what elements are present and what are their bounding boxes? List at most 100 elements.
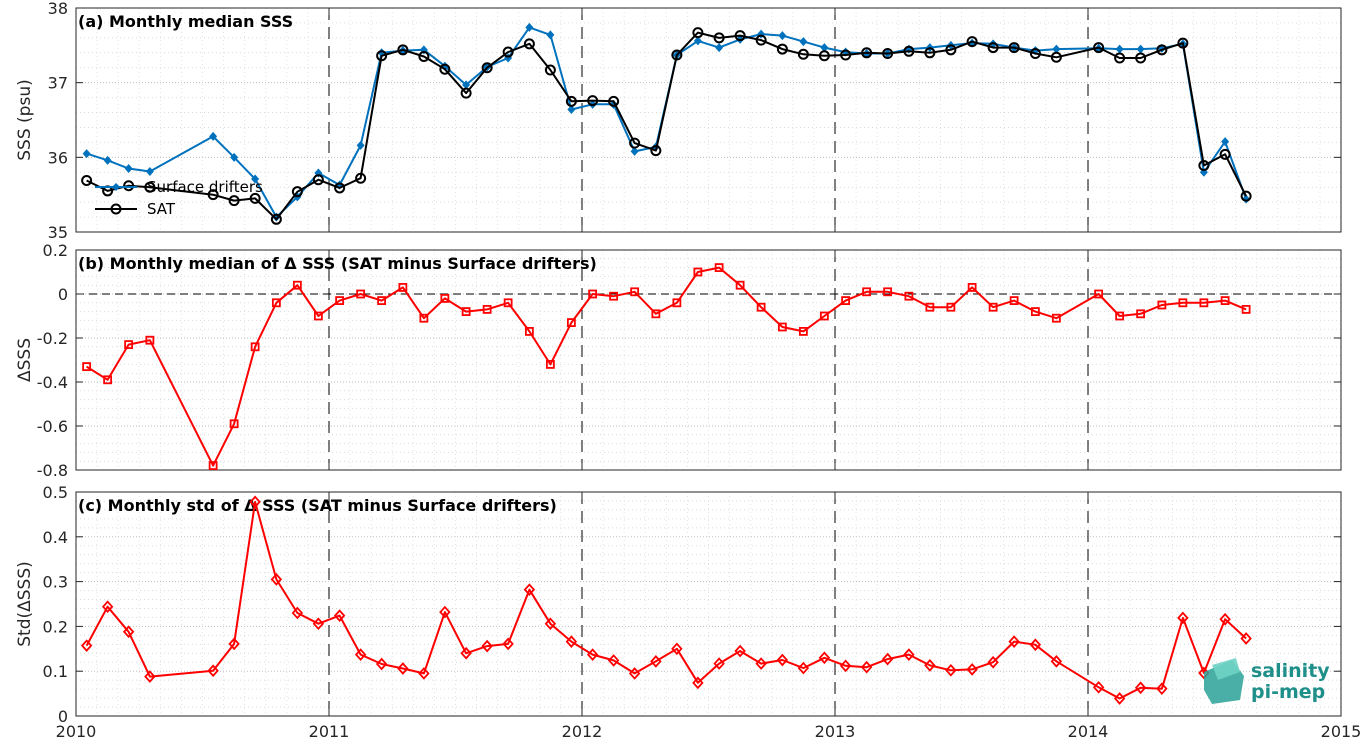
data-point-sat xyxy=(1156,44,1168,56)
data-point-surface-drifters xyxy=(1115,44,1124,54)
data-point-series-0 xyxy=(545,359,555,369)
y-tick-label: 0.5 xyxy=(43,483,68,502)
data-point-series-0 xyxy=(398,282,408,292)
data-point-surface-drifters xyxy=(1052,44,1061,54)
axes-frame xyxy=(75,7,1342,233)
data-point-series-0 xyxy=(356,289,366,299)
data-point-sat xyxy=(882,48,894,60)
y-axis-label: SSS (psu) xyxy=(15,79,35,160)
data-point-series-0 xyxy=(841,296,851,306)
y-tick-label: 0.2 xyxy=(43,241,68,260)
y-axis-label: Std(ΔSSS) xyxy=(15,561,35,647)
data-point-series-0 xyxy=(1156,682,1168,696)
data-point-sat xyxy=(734,30,746,42)
data-point-series-0 xyxy=(714,263,724,273)
data-point-series-0 xyxy=(672,298,682,308)
data-point-series-0 xyxy=(523,583,536,597)
data-point-series-0 xyxy=(439,605,451,619)
data-point-sat xyxy=(249,192,261,204)
y-axis-label: ΔSSS xyxy=(15,338,35,382)
data-point-series-0 xyxy=(418,667,430,680)
data-point-sat xyxy=(755,34,767,46)
data-point-series-0 xyxy=(544,617,557,631)
data-point-series-0 xyxy=(397,662,409,675)
data-point-sat xyxy=(270,213,282,225)
data-point-series-0 xyxy=(1136,309,1146,319)
data-point-surface-drifters xyxy=(1221,137,1230,147)
data-point-surface-drifters xyxy=(82,149,91,159)
data-point-series-0 xyxy=(862,287,872,297)
data-point-sat xyxy=(397,44,409,56)
data-point-series-0 xyxy=(756,302,766,312)
y-tick-label: 0.3 xyxy=(43,573,68,592)
data-point-surface-drifters xyxy=(799,37,808,47)
y-tick-label: 0 xyxy=(58,285,68,304)
data-point-series-0 xyxy=(101,600,114,614)
salinity-pi-mep-logo: salinity pi-mep xyxy=(1204,658,1330,704)
x-tick-label: 2012 xyxy=(562,722,603,741)
data-point-sat xyxy=(903,45,915,57)
data-point-sat xyxy=(1008,42,1020,54)
y-tick-label: 0.1 xyxy=(43,662,68,681)
data-point-series-0 xyxy=(482,304,492,314)
data-point-series-0 xyxy=(945,663,957,677)
y-tick-label: 36 xyxy=(48,148,68,167)
logo-text-salinity: salinity xyxy=(1251,660,1330,682)
data-point-sat xyxy=(81,174,93,186)
y-tick-label: -0.6 xyxy=(37,417,68,436)
data-point-series-0 xyxy=(207,664,219,678)
data-point-series-0 xyxy=(967,282,977,292)
data-point-sat xyxy=(123,180,135,192)
data-point-sat xyxy=(1114,52,1126,64)
y-tick-label: 0 xyxy=(58,707,68,726)
y-tick-label: -0.8 xyxy=(37,461,68,480)
panel-c-std-delta-sss: 0 0.1 0.2 0.3 0.4 0.5 2010 2011 2012 2013 2014 2015… xyxy=(15,483,1361,741)
data-point-series-0 xyxy=(1220,296,1230,306)
data-point-series-0 xyxy=(208,461,218,471)
data-point-surface-drifters xyxy=(230,152,239,162)
data-point-series-0 xyxy=(860,660,873,674)
x-tick-label: 2015 xyxy=(1321,722,1362,741)
data-point-series-0 xyxy=(1008,635,1020,648)
data-point-series-0 xyxy=(565,635,578,648)
data-point-sat xyxy=(966,36,978,48)
data-point-series-0 xyxy=(419,313,429,323)
data-point-sat xyxy=(650,145,662,157)
data-point-series-0 xyxy=(839,659,852,673)
data-point-series-0 xyxy=(881,652,894,666)
data-point-series-0 xyxy=(1240,632,1252,645)
y-tick-label: -0.2 xyxy=(37,329,68,348)
data-point-sat xyxy=(1177,37,1189,49)
data-point-sat xyxy=(840,49,852,61)
data-point-series-0 xyxy=(693,267,703,277)
data-point-series-0 xyxy=(798,326,808,336)
data-point-series-0 xyxy=(566,318,576,328)
data-point-sat xyxy=(481,62,493,74)
data-point-series-0 xyxy=(144,670,156,683)
data-point-surface-drifters xyxy=(778,31,787,41)
data-point-series-0 xyxy=(628,667,641,680)
data-point-series-0 xyxy=(354,648,367,661)
y-tick-label: 0.2 xyxy=(43,617,68,636)
x-tick-label: 2011 xyxy=(309,722,350,741)
data-point-series-0 xyxy=(903,648,915,661)
data-point-surface-drifters xyxy=(525,22,534,32)
legend-label-sat: SAT xyxy=(147,200,176,218)
data-point-sat xyxy=(502,46,514,58)
series-line-sat xyxy=(86,31,1247,221)
data-point-sat xyxy=(797,48,809,60)
data-point-series-0 xyxy=(1009,296,1019,306)
data-point-series-0 xyxy=(818,651,831,665)
data-point-series-0 xyxy=(82,362,92,372)
data-point-series-0 xyxy=(988,302,998,312)
data-point-surface-drifters xyxy=(546,30,555,40)
data-point-series-0 xyxy=(630,287,640,297)
data-point-series-0 xyxy=(588,289,598,299)
data-point-sat xyxy=(608,95,620,107)
data-point-series-0 xyxy=(461,307,471,317)
data-point-series-0 xyxy=(375,657,388,671)
data-point-series-0 xyxy=(755,657,767,670)
data-point-series-0 xyxy=(987,655,999,669)
data-point-surface-drifters xyxy=(251,174,260,184)
